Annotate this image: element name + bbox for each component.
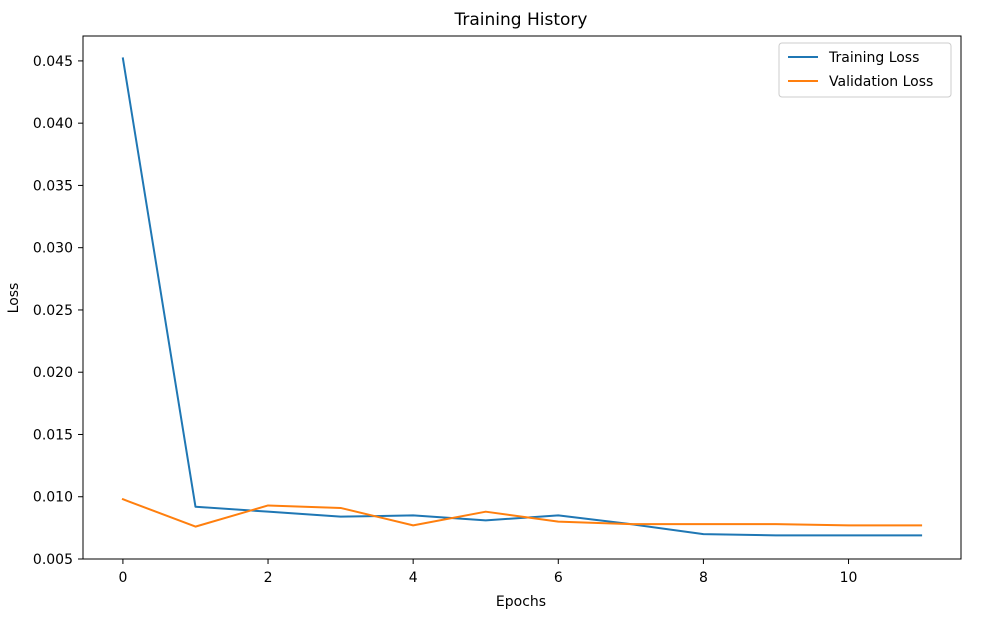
x-tick-label: 8 [699, 570, 708, 586]
chart-title: Training History [454, 10, 588, 30]
y-tick-label: 0.030 [33, 241, 73, 257]
plot-frame [82, 35, 962, 560]
x-tick-label: 0 [118, 570, 127, 586]
series-layer [121, 57, 923, 537]
legend: Training Loss Validation Loss [778, 42, 952, 98]
y-tick-label: 0.010 [33, 490, 73, 506]
legend-label-validation-loss: Validation Loss [829, 74, 933, 90]
y-tick-label: 0.035 [33, 178, 73, 194]
y-tick-label: 0.020 [33, 365, 73, 381]
legend-box [778, 42, 952, 98]
series-line-training-loss [121, 57, 923, 537]
x-tick-label: 10 [840, 570, 858, 586]
x-axis-label: Epochs [496, 594, 546, 610]
y-tick-label: 0.015 [33, 427, 73, 443]
y-tick-label: 0.040 [33, 116, 73, 132]
y-axis: 0.005 0.010 0.015 0.020 0.025 0.030 0.035 0.040… [33, 54, 83, 568]
legend-label-training-loss: Training Loss [828, 50, 919, 66]
x-tick-label: 4 [409, 570, 418, 586]
x-tick-label: 2 [264, 570, 273, 586]
y-tick-label: 0.005 [33, 552, 73, 568]
series-line-validation-loss [121, 497, 923, 528]
y-tick-label: 0.045 [33, 54, 73, 70]
y-tick-label: 0.025 [33, 303, 73, 319]
x-axis: 0 2 4 6 8 10 [118, 559, 857, 586]
x-tick-label: 6 [554, 570, 563, 586]
y-axis-label: Loss [6, 283, 22, 314]
